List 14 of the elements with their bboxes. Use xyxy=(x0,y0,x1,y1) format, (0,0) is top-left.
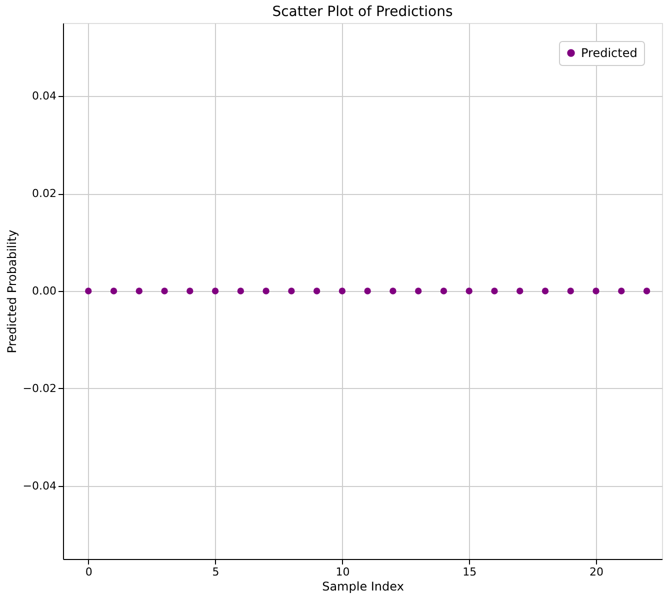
x-axis-title: Sample Index xyxy=(322,580,404,594)
y-tick-label: −0.04 xyxy=(22,479,56,492)
x-tick-label: 5 xyxy=(212,566,220,578)
y-tick-label: 0.00 xyxy=(32,284,56,298)
x-tick-label: 15 xyxy=(462,566,477,578)
legend-label: Predicted xyxy=(581,46,638,60)
y-tick-label: 0.02 xyxy=(32,187,56,200)
chart-title: Scatter Plot of Predictions xyxy=(272,4,453,20)
x-tick-label: 10 xyxy=(336,566,350,578)
y-axis-title: Predicted Probability xyxy=(4,230,19,354)
y-tick-label: 0.04 xyxy=(32,90,56,103)
x-tick-label: 20 xyxy=(590,566,604,578)
y-tick-label: −0.02 xyxy=(22,382,56,395)
x-tick-label: 0 xyxy=(85,566,92,578)
